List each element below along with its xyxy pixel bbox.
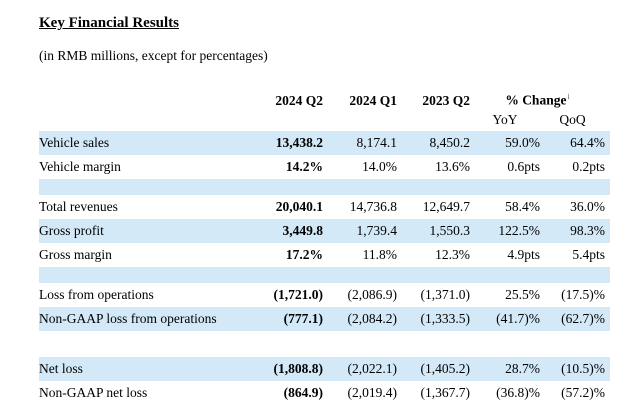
cell-value: 122.5% bbox=[498, 223, 540, 238]
cell-value: 1,550.3 bbox=[429, 223, 471, 238]
col-header-2023-q2: 2023 Q2 bbox=[422, 92, 470, 108]
table-header-subcolumns-row: YoY QoQ bbox=[39, 110, 610, 129]
row-label: Vehicle sales bbox=[39, 135, 110, 150]
cell-value: (864.9) bbox=[283, 385, 323, 400]
cell-value: 1,739.4 bbox=[356, 223, 398, 238]
table-spacer-row bbox=[39, 267, 610, 283]
cell-value: 13,438.2 bbox=[275, 135, 323, 150]
cell-value: (2,019.4) bbox=[347, 385, 398, 400]
cell-value: (1,405.2) bbox=[420, 361, 471, 376]
cell-value: 12.3% bbox=[435, 247, 470, 262]
cell-value: (1,367.7) bbox=[420, 385, 471, 400]
cell-value: (2,022.1) bbox=[347, 361, 398, 376]
table-row: Vehicle sales 13,438.2 8,174.1 8,450.2 59.0%… bbox=[39, 131, 610, 155]
cell-value: 25.5% bbox=[505, 287, 540, 302]
financial-results-document: Key Financial Results (in RMB millions, … bbox=[0, 14, 640, 420]
cell-value: (41.7)% bbox=[496, 311, 540, 326]
row-label: Non-GAAP loss from operations bbox=[39, 311, 217, 326]
cell-value: 98.3% bbox=[570, 223, 605, 238]
row-label: Total revenues bbox=[39, 199, 118, 214]
cell-value: 59.0% bbox=[505, 135, 540, 150]
table-spacer-row bbox=[39, 331, 610, 357]
cell-value: 36.0% bbox=[570, 199, 605, 214]
table-row: Total revenues 20,040.1 14,736.8 12,649.7 58… bbox=[39, 195, 610, 219]
cell-value: 12,649.7 bbox=[422, 199, 470, 214]
cell-value: 64.4% bbox=[570, 135, 605, 150]
row-label: Vehicle margin bbox=[39, 159, 121, 174]
cell-value: 17.2% bbox=[285, 247, 323, 262]
col-header-qoq: QoQ bbox=[559, 111, 586, 127]
cell-value: 58.4% bbox=[505, 199, 540, 214]
table-row: Gross profit 3,449.8 1,739.4 1,550.3 122.5% 9… bbox=[39, 219, 610, 243]
table-body: Vehicle sales 13,438.2 8,174.1 8,450.2 59.0%… bbox=[39, 131, 610, 405]
table-row: Gross margin 17.2% 11.8% 12.3% 4.9pts 5.4pts bbox=[39, 243, 610, 267]
cell-value: (1,371.0) bbox=[420, 287, 471, 302]
table-row: Loss from operations (1,721.0) (2,086.9) (1… bbox=[39, 283, 610, 307]
cell-value: (1,808.8) bbox=[273, 361, 324, 376]
cell-value: 5.4pts bbox=[572, 247, 605, 262]
cell-value: 14.0% bbox=[362, 159, 397, 174]
cell-value: 0.6pts bbox=[507, 159, 540, 174]
cell-value: (1,721.0) bbox=[273, 287, 324, 302]
units-note: (in RMB millions, except for percentages… bbox=[39, 48, 268, 63]
col-header-2024-q1: 2024 Q1 bbox=[349, 92, 397, 108]
cell-value: (10.5)% bbox=[561, 361, 605, 376]
row-label: Gross profit bbox=[39, 223, 104, 238]
page-title: Key Financial Results bbox=[39, 15, 180, 31]
row-label: Loss from operations bbox=[39, 287, 154, 302]
cell-value: 3,449.8 bbox=[282, 223, 324, 238]
row-label: Non-GAAP net loss bbox=[39, 385, 148, 400]
cell-value: 8,174.1 bbox=[356, 135, 398, 150]
cell-value: 0.2pts bbox=[572, 159, 605, 174]
table-row: Non-GAAP loss from operations (777.1) (2,0… bbox=[39, 307, 610, 331]
row-label: Gross margin bbox=[39, 247, 112, 262]
col-header-2024-q2: 2024 Q2 bbox=[275, 92, 323, 108]
cell-value: 14,736.8 bbox=[349, 199, 397, 214]
cell-value: (2,084.2) bbox=[347, 311, 398, 326]
cell-value: 14.2% bbox=[285, 159, 323, 174]
table-row: Non-GAAP net loss (864.9) (2,019.4) (1,367.… bbox=[39, 381, 610, 405]
cell-value: (2,086.9) bbox=[347, 287, 398, 302]
col-header-percent-change: % Changei bbox=[470, 92, 610, 109]
col-header-yoy: YoY bbox=[492, 111, 518, 127]
table-header-periods-row: 2024 Q2 2024 Q1 2023 Q2 % Changei bbox=[39, 91, 610, 110]
percent-change-label: % Change bbox=[505, 92, 567, 108]
cell-value: (57.2)% bbox=[561, 385, 605, 400]
cell-value: 20,040.1 bbox=[275, 199, 323, 214]
footnote-marker: i bbox=[567, 92, 570, 102]
cell-value: (62.7)% bbox=[561, 311, 605, 326]
table-row: Vehicle margin 14.2% 14.0% 13.6% 0.6pts 0.2pt… bbox=[39, 155, 610, 179]
cell-value: (777.1) bbox=[283, 311, 323, 326]
cell-value: 4.9pts bbox=[507, 247, 540, 262]
cell-value: (36.8)% bbox=[496, 385, 540, 400]
table-spacer-row bbox=[39, 179, 610, 195]
cell-value: 28.7% bbox=[505, 361, 540, 376]
cell-value: 8,450.2 bbox=[429, 135, 471, 150]
cell-value: 13.6% bbox=[435, 159, 470, 174]
table-row: Net loss (1,808.8) (2,022.1) (1,405.2) 28.7%… bbox=[39, 357, 610, 381]
cell-value: 11.8% bbox=[362, 247, 397, 262]
financial-results-table: 2024 Q2 2024 Q1 2023 Q2 % Changei YoY Qo… bbox=[39, 91, 610, 405]
cell-value: (1,333.5) bbox=[420, 311, 471, 326]
row-label: Net loss bbox=[39, 361, 83, 376]
cell-value: (17.5)% bbox=[561, 287, 605, 302]
